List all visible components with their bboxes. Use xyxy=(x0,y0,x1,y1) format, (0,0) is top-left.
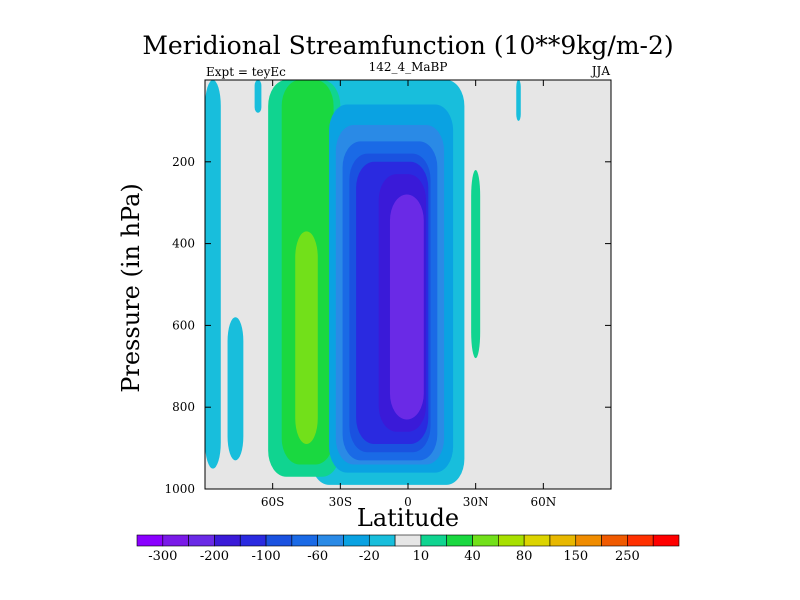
colorbar-swatch xyxy=(549,534,577,547)
chart-title: Meridional Streamfunction (10**9kg/m-2) xyxy=(142,31,673,60)
y-tick-label: 400 xyxy=(172,237,195,251)
left-string: Expt = teyEc xyxy=(206,65,286,79)
contour-region xyxy=(254,80,262,113)
y-axis-title: Pressure (in hPa) xyxy=(117,183,145,393)
colorbar-swatch xyxy=(239,534,267,547)
y-tick-label: 800 xyxy=(172,400,195,414)
colorbar-label: 150 xyxy=(563,549,588,564)
y-tick-label: 600 xyxy=(172,318,195,332)
colorbar-swatch xyxy=(627,534,654,547)
colorbar-label: 80 xyxy=(516,549,533,564)
colorbar-swatch xyxy=(446,534,473,547)
colorbar-swatch xyxy=(214,534,241,547)
axis-ticks: 60S 30S 0 30N 60N 200 400 600 800 1000 xyxy=(164,80,611,509)
colorbar-label: -100 xyxy=(251,549,280,564)
x-axis-title: Latitude xyxy=(357,504,459,532)
colorbar-label: -200 xyxy=(200,549,229,564)
x-tick-label: 0 xyxy=(404,495,412,509)
colorbar-swatch xyxy=(472,534,499,547)
contour-region xyxy=(205,80,221,469)
colorbar-swatch xyxy=(188,534,215,547)
colorbar-label: -20 xyxy=(359,549,380,564)
x-tick-label: 30S xyxy=(329,495,353,509)
colorbar-label: 40 xyxy=(464,549,481,564)
colorbar-swatch xyxy=(343,534,370,547)
plot-area xyxy=(204,79,612,490)
colorbar-label: 250 xyxy=(615,549,640,564)
center-string: 142_4_MaBP xyxy=(369,60,448,74)
y-tick-label: 200 xyxy=(172,155,195,169)
colorbar-swatch xyxy=(291,534,318,547)
colorbar-swatch xyxy=(498,534,525,547)
x-tick-label: 30N xyxy=(463,495,489,509)
contour-region xyxy=(516,80,521,121)
colorbar: -300 -200 -100 -60 -20 10 40 80 150 250 xyxy=(136,534,680,564)
colorbar-swatch xyxy=(265,534,293,547)
colorbar-swatch xyxy=(162,534,189,547)
colorbar-swatch xyxy=(136,534,164,547)
contour-region xyxy=(389,194,424,420)
colorbar-swatch xyxy=(317,534,344,547)
y-tick-label: 1000 xyxy=(164,482,195,496)
colorbar-swatch xyxy=(601,534,628,547)
colorbar-swatch xyxy=(575,534,602,547)
colorbar-swatch xyxy=(420,534,448,547)
colorbar-swatch xyxy=(523,534,551,547)
x-tick-label: 60N xyxy=(530,495,556,509)
colorbar-swatch xyxy=(652,534,680,547)
colorbar-label: 10 xyxy=(413,549,430,564)
contour-region xyxy=(471,169,481,359)
right-string: JJA xyxy=(590,64,611,78)
contour-region xyxy=(227,317,244,461)
colorbar-swatch xyxy=(394,534,422,547)
contour-region xyxy=(295,231,318,445)
colorbar-label: -300 xyxy=(148,549,177,564)
colorbar-label: -60 xyxy=(307,549,328,564)
x-tick-label: 60S xyxy=(261,495,285,509)
colorbar-swatch xyxy=(368,534,396,547)
